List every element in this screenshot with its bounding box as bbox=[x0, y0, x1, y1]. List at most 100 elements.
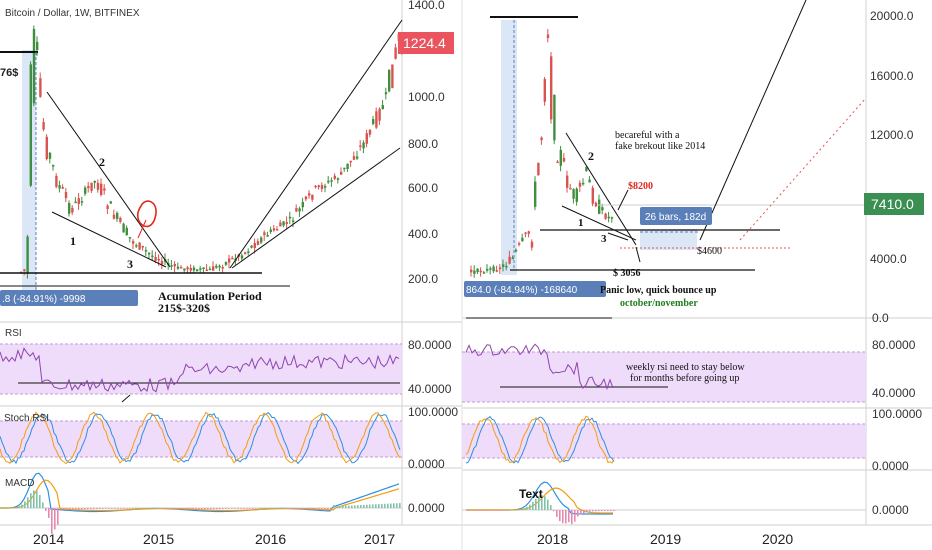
macd-histogram-bar bbox=[216, 508, 218, 510]
candle-body bbox=[148, 252, 151, 255]
candle-body bbox=[295, 208, 298, 212]
macd-histogram-bar bbox=[138, 507, 140, 509]
macd-histogram-bar bbox=[375, 504, 377, 508]
candle-body bbox=[502, 264, 505, 267]
candle-body bbox=[610, 217, 614, 219]
macd-histogram-bar bbox=[204, 508, 206, 510]
macd-signal-left bbox=[0, 479, 400, 512]
right-price-chart[interactable] bbox=[470, 20, 697, 278]
macd-histogram-bar bbox=[207, 508, 209, 510]
macd-histogram-bar bbox=[132, 507, 134, 509]
candle-body bbox=[276, 229, 279, 231]
macd-histogram-bar bbox=[111, 508, 113, 509]
macd-histogram-bar bbox=[24, 501, 26, 508]
candle-body bbox=[189, 267, 192, 271]
macd-histogram-bar bbox=[354, 505, 356, 508]
rsi-y-label: 40.0000 bbox=[408, 382, 452, 396]
macd-histogram-bar bbox=[135, 507, 137, 509]
candle-body bbox=[199, 268, 202, 270]
rsi-y-label: 80.0000 bbox=[408, 338, 452, 352]
candle-body bbox=[486, 268, 489, 271]
fake-breakout-note-2: fake brekout like 2014 bbox=[615, 141, 705, 152]
candle-body bbox=[534, 181, 537, 207]
arrow-3056 bbox=[635, 246, 641, 263]
macd-histogram-bar bbox=[547, 499, 549, 510]
candle-body bbox=[311, 194, 314, 200]
level-8200-label: $8200 bbox=[628, 181, 653, 192]
candle-body bbox=[527, 231, 530, 234]
macd-histogram-bar bbox=[168, 508, 170, 509]
macd-histogram-bar bbox=[171, 508, 173, 509]
rsi-note-1: weekly rsi need to stay below bbox=[626, 362, 745, 373]
macd-histogram-bar bbox=[556, 510, 558, 517]
x-year-label: 2018 bbox=[537, 531, 568, 547]
left-y-label: 1000.0 bbox=[408, 90, 445, 104]
price-badges: 1224.4 7410.0 .8 (-84.91%) -9998 864.0 (… bbox=[0, 32, 924, 306]
candle-body bbox=[202, 267, 205, 270]
macd-histogram-bar bbox=[318, 508, 320, 509]
macd-histogram-bar bbox=[550, 505, 552, 510]
candle-body bbox=[23, 269, 26, 271]
macd-histogram-bar bbox=[598, 510, 600, 512]
macd-histogram-bar bbox=[520, 509, 522, 511]
candle-body bbox=[160, 260, 164, 265]
left-price-chart[interactable]: Bitcoin / Dollar, 1W, BITFINEX 76$ bbox=[0, 8, 400, 290]
macd-histogram-bar bbox=[81, 508, 83, 510]
macd-histogram-bar bbox=[108, 508, 110, 509]
macd-histogram-bar bbox=[72, 508, 74, 510]
left-price-badge-text: 1224.4 bbox=[403, 35, 446, 51]
candle-body bbox=[572, 189, 575, 199]
macd-histogram-bar bbox=[366, 504, 368, 508]
candle-body bbox=[546, 34, 550, 39]
candle-body bbox=[543, 79, 546, 102]
candle-body bbox=[381, 105, 384, 110]
candle-body bbox=[394, 47, 397, 59]
x-year-label: 2016 bbox=[255, 531, 286, 547]
arrow-8200 bbox=[617, 189, 629, 211]
arrow-wave3 bbox=[607, 232, 629, 241]
macd-histogram-bar bbox=[306, 508, 308, 509]
macd-histogram-bar bbox=[159, 507, 161, 509]
candle-body bbox=[479, 270, 482, 273]
candle-body bbox=[362, 142, 365, 149]
candle-body bbox=[365, 133, 368, 144]
right-wedge-lower bbox=[561, 205, 637, 241]
macd-histogram-bar bbox=[246, 508, 248, 509]
right-price-badge bbox=[864, 193, 924, 215]
rsi-note-2: for months before going up bbox=[630, 373, 739, 384]
candle-body bbox=[119, 217, 122, 222]
macd-histogram-bar bbox=[219, 508, 221, 510]
macd-histogram-bar bbox=[568, 510, 570, 523]
macd-histogram-bar bbox=[466, 510, 468, 511]
macd-histogram-bar bbox=[369, 504, 371, 508]
macd-histogram-bar bbox=[372, 504, 374, 508]
right-wave-2: 2 bbox=[588, 149, 594, 163]
candle-body bbox=[388, 69, 391, 92]
macd-histogram-bar bbox=[174, 508, 176, 509]
macd-histogram-bar bbox=[153, 507, 155, 509]
candle-body bbox=[218, 265, 221, 268]
accumulation-title: Acumulation Period bbox=[158, 289, 262, 303]
macd-histogram-bar bbox=[90, 508, 92, 510]
macd-histogram-bar bbox=[583, 510, 585, 514]
candle-body bbox=[578, 182, 582, 187]
macd-histogram-bar bbox=[162, 508, 164, 509]
candle-body bbox=[84, 187, 87, 194]
macd-histogram-bar bbox=[484, 510, 486, 511]
macd-histogram-bar bbox=[27, 497, 29, 508]
candle-body bbox=[604, 213, 607, 219]
macd-histogram-bar bbox=[261, 507, 263, 509]
macd-histogram-bar bbox=[114, 508, 116, 509]
channel-upper-line bbox=[229, 19, 403, 269]
macd-line-left bbox=[0, 472, 400, 513]
candle-body bbox=[476, 268, 479, 273]
right-y-label: 16000.0 bbox=[870, 69, 914, 83]
macd-histogram-bar bbox=[610, 510, 612, 512]
macd-histogram-bar bbox=[505, 509, 507, 511]
macd-histogram-bar bbox=[96, 508, 98, 510]
candle-body bbox=[482, 272, 486, 274]
macd-histogram-bar bbox=[580, 510, 582, 515]
macd-text-note: Text bbox=[519, 487, 543, 501]
candle-body bbox=[125, 227, 128, 236]
